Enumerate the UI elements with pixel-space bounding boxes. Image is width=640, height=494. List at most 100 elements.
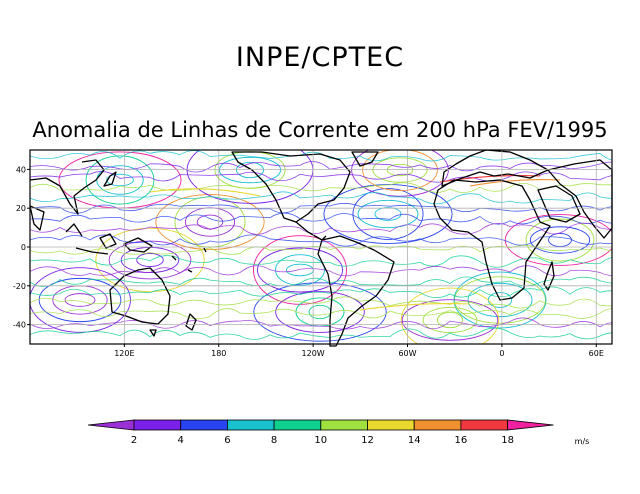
streamline (467, 282, 533, 318)
streamline (30, 245, 612, 255)
streamline (30, 296, 612, 309)
colorbar-label: 10 (314, 435, 327, 446)
colorbar-label: 4 (178, 435, 184, 446)
colorbar-label: 2 (131, 435, 137, 446)
streamline (30, 286, 612, 299)
streamline (529, 226, 591, 254)
colorbar-segment (460, 419, 508, 431)
streamline (352, 188, 424, 240)
streamline (436, 311, 464, 329)
streamline (504, 214, 612, 266)
streamline (401, 299, 499, 341)
colorbar-segment (320, 419, 368, 431)
streamline (386, 163, 414, 177)
streamline (38, 277, 122, 323)
north-america-coastline (231, 151, 351, 223)
lon-tick-label: 120E (114, 349, 134, 358)
lon-tick-label: 60W (398, 349, 416, 358)
colorbar-segment (273, 419, 322, 431)
lat-tick-label: 20 (16, 204, 26, 213)
lon-tick-label: 120W (302, 349, 325, 358)
streamline (30, 171, 612, 183)
streamline (308, 304, 332, 320)
indonesia-coastline (65, 223, 153, 255)
lat-tick-label: 0 (21, 243, 26, 252)
map-subtitle: Anomalia de Linhas de Corrente em 200 hP… (32, 118, 608, 142)
streamline (30, 212, 612, 225)
lat-tick-label: -20 (13, 282, 26, 291)
japan-coastline (103, 171, 117, 187)
lon-tick-label: 60E (589, 349, 604, 358)
asia-coastline (547, 159, 613, 239)
streamline (30, 161, 612, 173)
streamline (64, 293, 96, 307)
colorbar-segment (180, 419, 228, 431)
streamline (30, 265, 612, 277)
europe-coastline (441, 149, 549, 187)
streamline (136, 252, 164, 268)
streamline (257, 247, 343, 293)
colorbar-segment (367, 419, 415, 431)
streamline (253, 282, 387, 342)
india-coastline (29, 205, 45, 231)
colorbar-label: 14 (408, 435, 421, 446)
lat-tick-label: 40 (16, 165, 26, 174)
streamline (362, 150, 438, 191)
streamline (351, 150, 449, 197)
madagascar-coastline (543, 261, 555, 291)
colorbar-segment (413, 419, 462, 431)
australia-coastline (109, 267, 171, 325)
colorbar-label: 16 (455, 435, 468, 446)
map-grid (30, 150, 612, 344)
latitude-labels: 40 20 0 -20 -40 (13, 165, 30, 330)
streamline (285, 263, 315, 277)
streamline (58, 151, 182, 209)
greenland-coastline (351, 151, 379, 167)
streamline (469, 179, 561, 187)
streamline (30, 203, 612, 214)
colorbar-label: 18 (501, 435, 514, 446)
streamline (30, 222, 612, 235)
streamline (275, 291, 365, 333)
colorbar-under-arrow (87, 419, 135, 431)
pacific-islands (171, 247, 207, 273)
colorbar-label: 8 (271, 435, 277, 446)
lon-tick-label: 180 (211, 349, 226, 358)
streamline (95, 227, 205, 293)
streamline (372, 157, 428, 183)
streamline (525, 218, 595, 262)
central-america-coastline (295, 221, 327, 241)
streamline (30, 150, 612, 162)
streamline (155, 194, 265, 250)
colorbar-segment (133, 419, 182, 431)
longitude-labels: 120E 180 120W 60W 0 60E (114, 344, 604, 358)
coastlines (29, 149, 613, 347)
lat-tick-label: -40 (13, 321, 26, 330)
tasmania-coastline (149, 329, 157, 337)
streamline (30, 182, 612, 193)
streamline (422, 307, 478, 333)
colorbar: 2 4 6 8 10 12 14 16 18 m/s (87, 419, 590, 446)
streamline (184, 207, 236, 237)
streamline (275, 254, 325, 286)
main-title: INPE/CPTEC (235, 42, 405, 73)
arabia-coastline (537, 185, 581, 223)
streamline (218, 156, 282, 184)
streamline (85, 155, 155, 205)
colorbar-unit: m/s (575, 437, 590, 446)
streamline (235, 161, 265, 179)
new-zealand-coastline (185, 313, 197, 331)
streamline (30, 255, 612, 268)
streamline (323, 184, 453, 244)
streamline (439, 175, 541, 183)
streamline (400, 287, 500, 344)
streamline (357, 199, 419, 229)
streamline (548, 233, 572, 247)
colorbar-label: 6 (224, 435, 230, 446)
streamline (30, 267, 131, 333)
east-asia-coastline (29, 159, 105, 215)
streamline (149, 188, 261, 197)
africa-coastline (433, 179, 551, 301)
colorbar-segment (226, 419, 275, 431)
